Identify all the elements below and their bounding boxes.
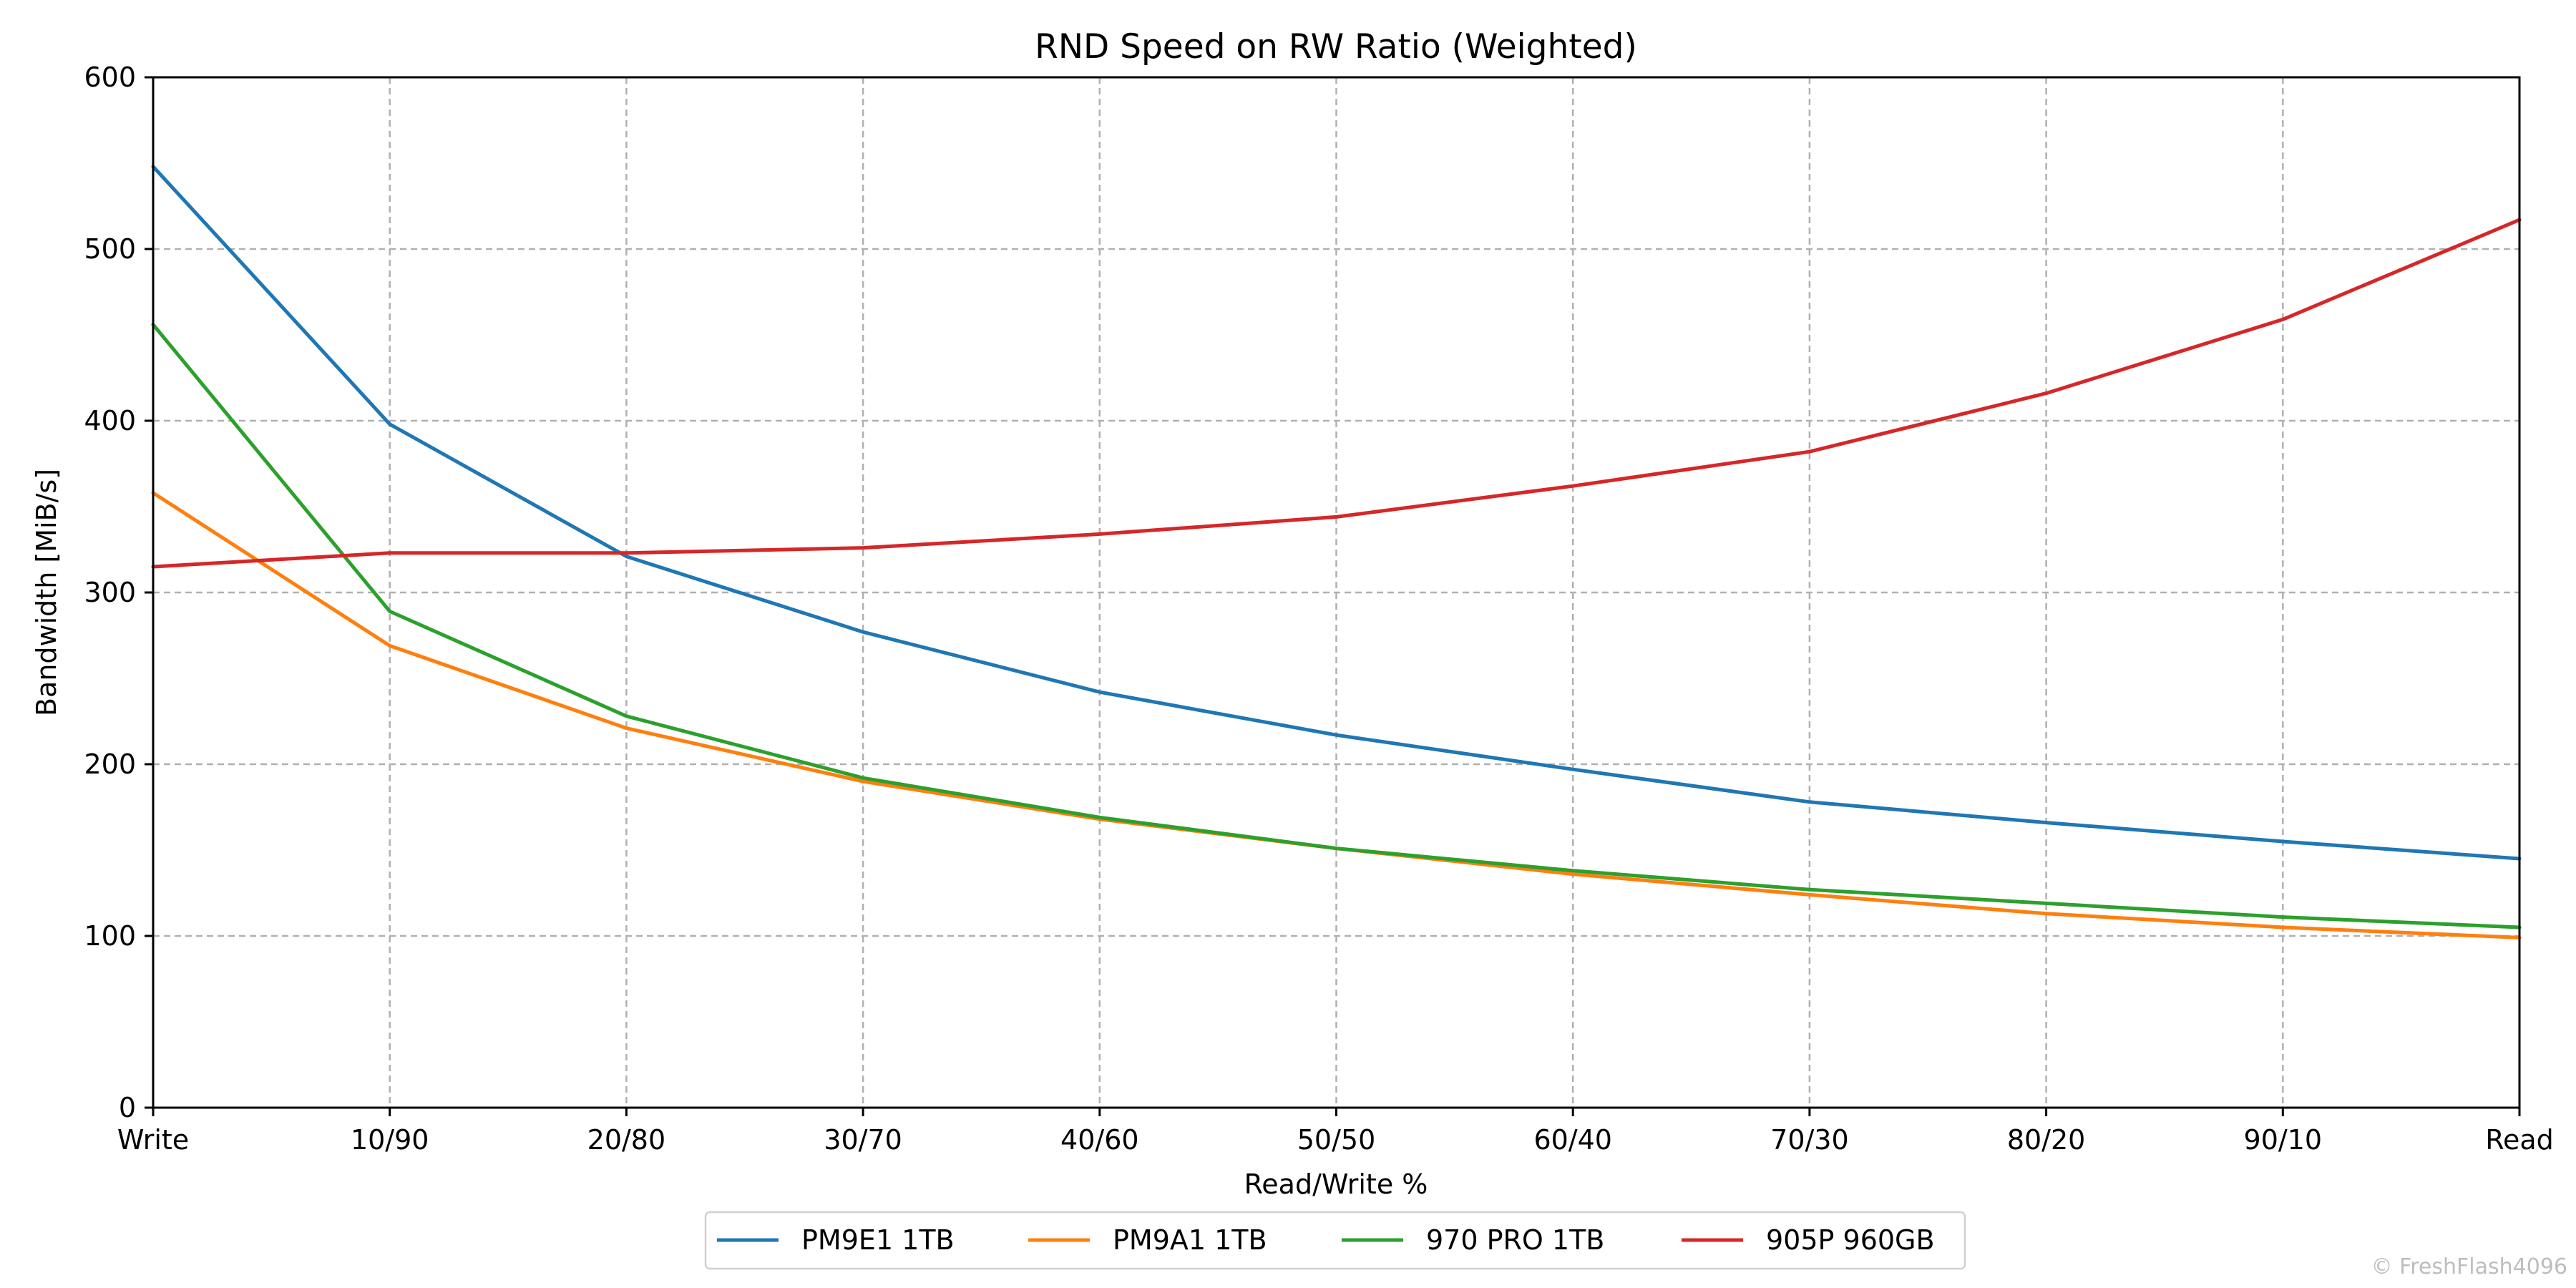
chart-title: RND Speed on RW Ratio (Weighted) bbox=[1035, 27, 1637, 67]
y-tick-label: 200 bbox=[84, 748, 136, 780]
y-tick-label: 500 bbox=[84, 233, 136, 265]
y-axis-label: Bandwidth [MiB/s] bbox=[31, 469, 62, 716]
tick-layer: Write 10/90 20/80 30/70 40/60 50/50 60/40 70/30… bbox=[84, 62, 2553, 1156]
legend-label: 905P 960GB bbox=[1766, 1224, 1935, 1256]
x-tick-label: 90/10 bbox=[2244, 1124, 2323, 1156]
legend-label: 970 PRO 1TB bbox=[1426, 1224, 1604, 1256]
x-tick-label: Read bbox=[2485, 1124, 2553, 1156]
y-tick-label: 300 bbox=[84, 577, 136, 608]
watermark: © FreshFlash4096 bbox=[2371, 1254, 2567, 1279]
x-tick-label: 80/20 bbox=[2007, 1124, 2086, 1156]
legend-box bbox=[704, 1211, 1966, 1270]
legend: PM9E1 1TB PM9A1 1TB 970 PRO 1TB 905P 960GB bbox=[704, 1211, 1966, 1270]
x-axis-label: Read/Write % bbox=[1244, 1169, 1428, 1200]
x-tick-label: 50/50 bbox=[1297, 1124, 1376, 1156]
series-layer bbox=[151, 165, 2522, 940]
x-tick-label: 60/40 bbox=[1533, 1124, 1612, 1156]
x-tick-label: 10/90 bbox=[351, 1124, 429, 1156]
x-tick-label: 20/80 bbox=[587, 1124, 666, 1156]
legend-label: PM9A1 1TB bbox=[1113, 1224, 1267, 1256]
y-tick-label: 600 bbox=[84, 62, 136, 93]
x-tick-label: 70/30 bbox=[1770, 1124, 1849, 1156]
y-tick-label: 400 bbox=[84, 405, 136, 436]
x-tick-label: 30/70 bbox=[824, 1124, 902, 1156]
y-tick-label: 0 bbox=[119, 1092, 136, 1123]
x-tick-label: 40/60 bbox=[1060, 1124, 1139, 1156]
legend-label: PM9E1 1TB bbox=[801, 1224, 955, 1256]
grid-layer bbox=[153, 77, 2519, 1108]
x-tick-label: Write bbox=[117, 1124, 189, 1156]
y-tick-label: 100 bbox=[84, 920, 136, 952]
